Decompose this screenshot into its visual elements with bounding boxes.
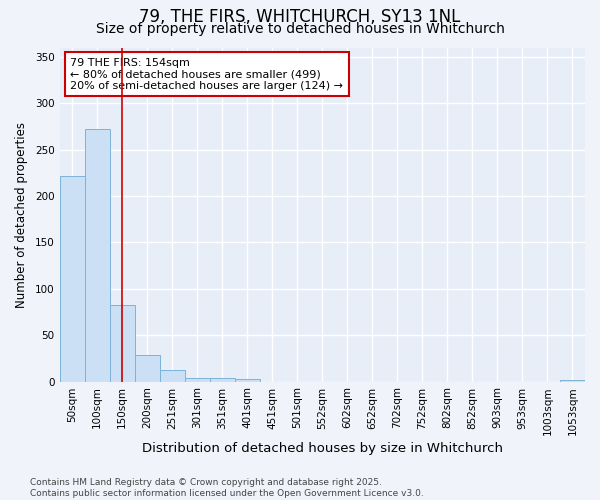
- Text: Size of property relative to detached houses in Whitchurch: Size of property relative to detached ho…: [95, 22, 505, 36]
- Bar: [85, 129, 110, 382]
- Text: 79 THE FIRS: 154sqm
← 80% of detached houses are smaller (499)
20% of semi-detac: 79 THE FIRS: 154sqm ← 80% of detached ho…: [70, 58, 343, 90]
- Text: Contains HM Land Registry data © Crown copyright and database right 2025.
Contai: Contains HM Land Registry data © Crown c…: [30, 478, 424, 498]
- Bar: [235, 379, 260, 382]
- Bar: [134, 354, 160, 382]
- Bar: [160, 370, 185, 382]
- X-axis label: Distribution of detached houses by size in Whitchurch: Distribution of detached houses by size …: [142, 442, 503, 455]
- Y-axis label: Number of detached properties: Number of detached properties: [15, 122, 28, 308]
- Bar: [59, 176, 85, 382]
- Text: 79, THE FIRS, WHITCHURCH, SY13 1NL: 79, THE FIRS, WHITCHURCH, SY13 1NL: [139, 8, 461, 26]
- Bar: [560, 380, 585, 382]
- Bar: [209, 378, 235, 382]
- Bar: [110, 304, 134, 382]
- Bar: [185, 378, 209, 382]
